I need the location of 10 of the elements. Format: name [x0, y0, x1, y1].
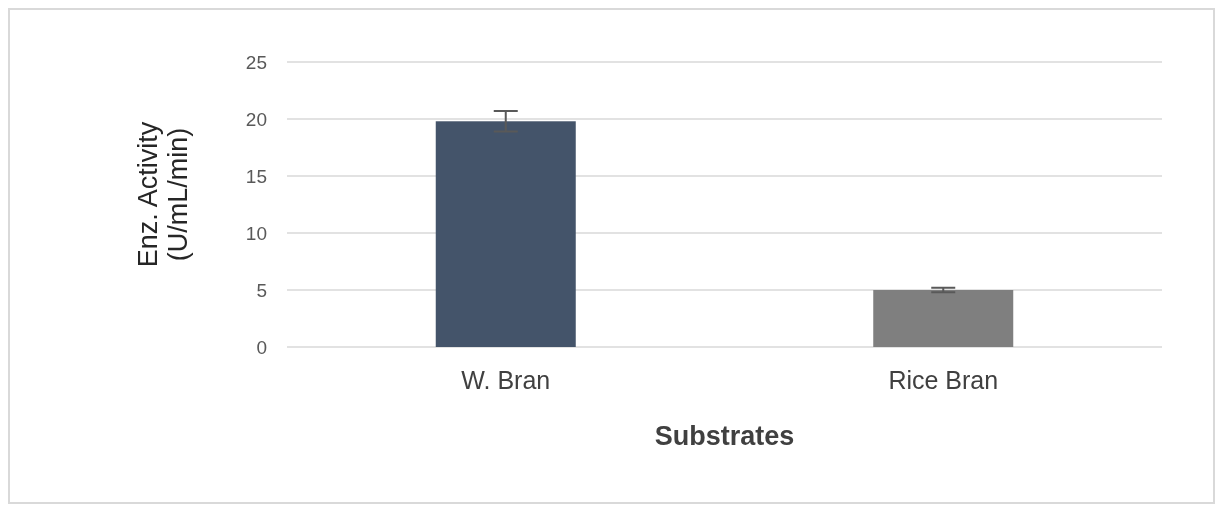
y-tick-label: 0	[256, 336, 267, 358]
x-axis-title: Substrates	[654, 421, 795, 451]
y-axis-title: Enz. Activity (U/mL/min)	[133, 121, 193, 268]
y-tick-label: 15	[245, 165, 267, 187]
y-tick-label: 5	[256, 279, 267, 301]
y-tick-label: 25	[245, 51, 267, 73]
y-tick-label: 20	[245, 108, 267, 130]
x-tick-label: Rice Bran	[888, 365, 999, 394]
y-tick-label: 10	[245, 222, 267, 244]
x-tick-label: W. Bran	[461, 365, 551, 394]
